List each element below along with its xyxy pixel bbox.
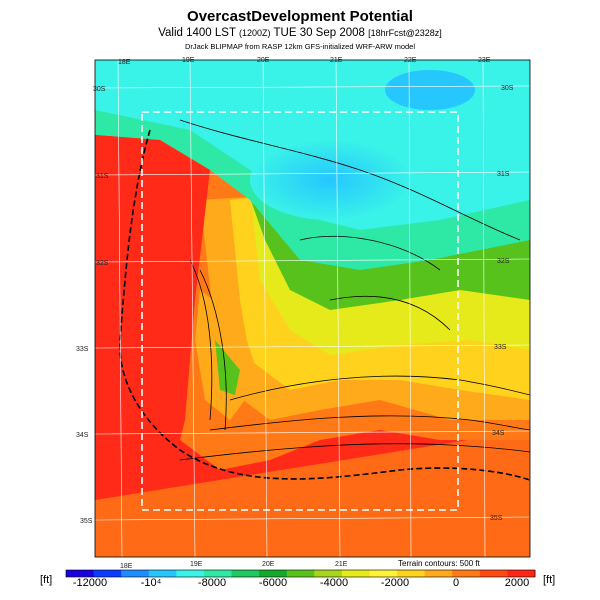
lon-label-top: 20E [257,57,270,64]
colorbar-swatch [121,570,150,577]
colorbar-swatch [286,570,315,577]
colorbar-swatch [341,570,370,577]
colorbar [65,569,536,578]
colorbar-swatch [479,570,508,577]
lon-label-top: 23E [478,57,491,64]
lon-label-bottom: 21E [335,561,348,568]
utc-time: (1200Z) [238,28,271,38]
field-west-red [95,135,210,480]
lon-label-top: 18E [118,59,131,66]
colorbar-tick-label: -12000 [72,577,108,589]
lon-label-top: 22E [404,57,417,64]
forecast-info: [18hrFcst@2328z] [368,28,442,38]
valid-date: TUE 30 Sep 2008 [273,27,365,39]
colorbar-swatch [93,570,122,577]
colorbar-tick-label: -10⁴ [140,577,162,589]
lat-labels-left: 30S 31S 32S 33S 34S 35S [76,86,109,525]
lat-label-right: 32S [497,258,510,265]
colorbar-swatch [231,570,260,577]
map-title: OvercastDevelopment Potential [187,8,413,25]
lat-labels-right: 30S 31S 32S 33S 34S 35S [490,85,514,522]
colorbar-tick-label: -8000 [197,577,227,589]
colorbar-swatch [507,570,536,577]
lat-label-left: 32S [96,260,109,267]
colorbar-unit-right: [ft] [543,574,556,586]
colorbar-tick-label: 2000 [504,577,530,589]
colorbar-tick-label: 0 [452,577,460,589]
colorbar-tick-label: -6000 [258,577,288,589]
lat-label-left: 33S [76,346,89,353]
lat-label-left: 31S [96,173,109,180]
lon-label-top: 21E [330,57,343,64]
lon-label-bottom: 20E [262,561,275,568]
valid-time: Valid 1400 LST [158,27,236,39]
lon-label-bottom: 18E [120,563,133,570]
colorbar-swatch [66,570,95,577]
colorbar-swatch [259,570,288,577]
colorbar-swatch [397,570,426,577]
coastline [119,129,530,481]
lon-labels-top: 18E 19E 20E 21E 22E 23E [118,57,491,66]
colorbar-swatch [452,570,481,577]
colorbar-frame [65,569,536,578]
colorbar-unit-left: [ft] [40,574,53,586]
colorbar-swatch [369,570,398,577]
lat-label-left: 34S [76,432,89,439]
colorbar-swatch [148,570,177,577]
lon-label-bottom: 19E [190,561,203,568]
lat-label-right: 34S [492,430,505,437]
model-credit: DrJack BLIPMAP from RASP 12km GFS-initia… [184,42,416,51]
field-blue-core [250,140,410,220]
colorbar-swatch [314,570,343,577]
lat-label-right: 30S [501,85,514,92]
field-blue-ne [385,70,475,110]
lat-label-left: 35S [80,518,93,525]
colorbar-swatch [203,570,233,577]
lat-label-right: 35S [490,515,503,522]
field-south-orange [95,430,530,557]
lon-labels-bottom: 18E 19E 20E 21E [120,561,348,570]
colorbar-swatch [176,570,205,577]
colorbar-tick-label: -2000 [380,577,410,589]
field-mountain-green [215,340,240,395]
map-frame [94,59,531,558]
lat-label-right: 33S [494,344,507,351]
map-field [95,60,530,557]
graticule [95,60,530,557]
terrain-contour-note: Terrain contours: 500 ft [398,559,480,568]
lat-label-right: 31S [497,171,510,178]
map-subtitle: Valid 1400 LST (1200Z) TUE 30 Sep 2008 [… [0,27,600,39]
lon-label-top: 19E [182,57,195,64]
lat-label-left: 30S [93,86,106,93]
inner-domain-box [141,111,459,511]
colorbar-swatch [424,570,453,577]
terrain-contours [179,119,530,461]
colorbar-tick-label: -4000 [319,577,349,589]
